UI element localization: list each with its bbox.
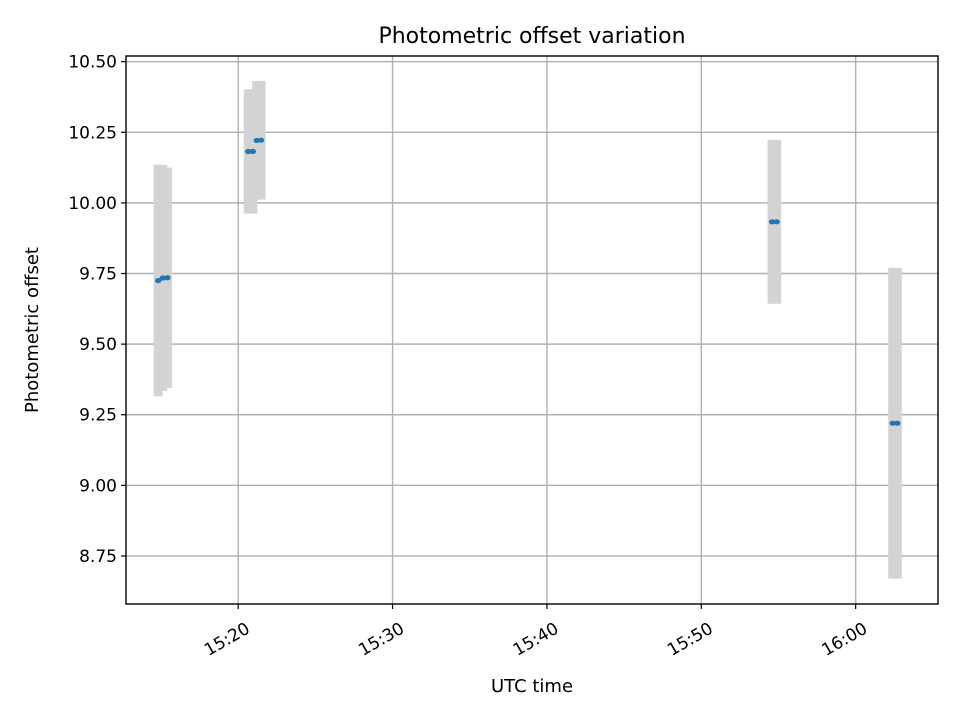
x-tick-label: 15:40 (510, 619, 562, 661)
chart-title: Photometric offset variation (378, 24, 685, 49)
x-tick-label: 16:00 (819, 619, 871, 661)
x-axis-label: UTC time (491, 676, 573, 697)
data-point (889, 420, 896, 426)
y-axis-label: Photometric offset (22, 247, 43, 413)
data-point (245, 148, 252, 155)
data-point (154, 277, 162, 284)
y-tick-label: 8.75 (79, 547, 117, 567)
y-tick-label: 9.25 (79, 406, 117, 426)
data-point (773, 219, 780, 225)
data-points (154, 137, 901, 426)
y-tick-label: 10.25 (68, 123, 117, 143)
data-point (164, 275, 171, 281)
axes-frame (125, 55, 939, 605)
x-tick-label: 15:20 (201, 619, 253, 661)
y-tick-label: 10.00 (68, 194, 117, 214)
error-bars (153, 80, 902, 579)
y-tick-label: 9.75 (79, 265, 117, 285)
data-point (257, 137, 265, 143)
data-point (894, 420, 901, 426)
y-tick-label: 9.50 (79, 335, 117, 355)
tick-marks (121, 61, 857, 609)
y-tick-label: 9.00 (79, 476, 117, 496)
data-point (159, 275, 166, 281)
x-tick-labels: 15:20 15:30 15:40 15:50 16:00 (201, 619, 871, 661)
x-tick-label: 15:50 (664, 619, 716, 661)
data-point (768, 219, 776, 225)
y-tick-labels: 8.75 9.00 9.25 9.50 9.75 10.00 10.25 10.50 (68, 53, 117, 567)
x-tick-label: 15:30 (355, 619, 407, 661)
data-point (249, 148, 257, 155)
y-tick-label: 10.50 (68, 53, 117, 73)
